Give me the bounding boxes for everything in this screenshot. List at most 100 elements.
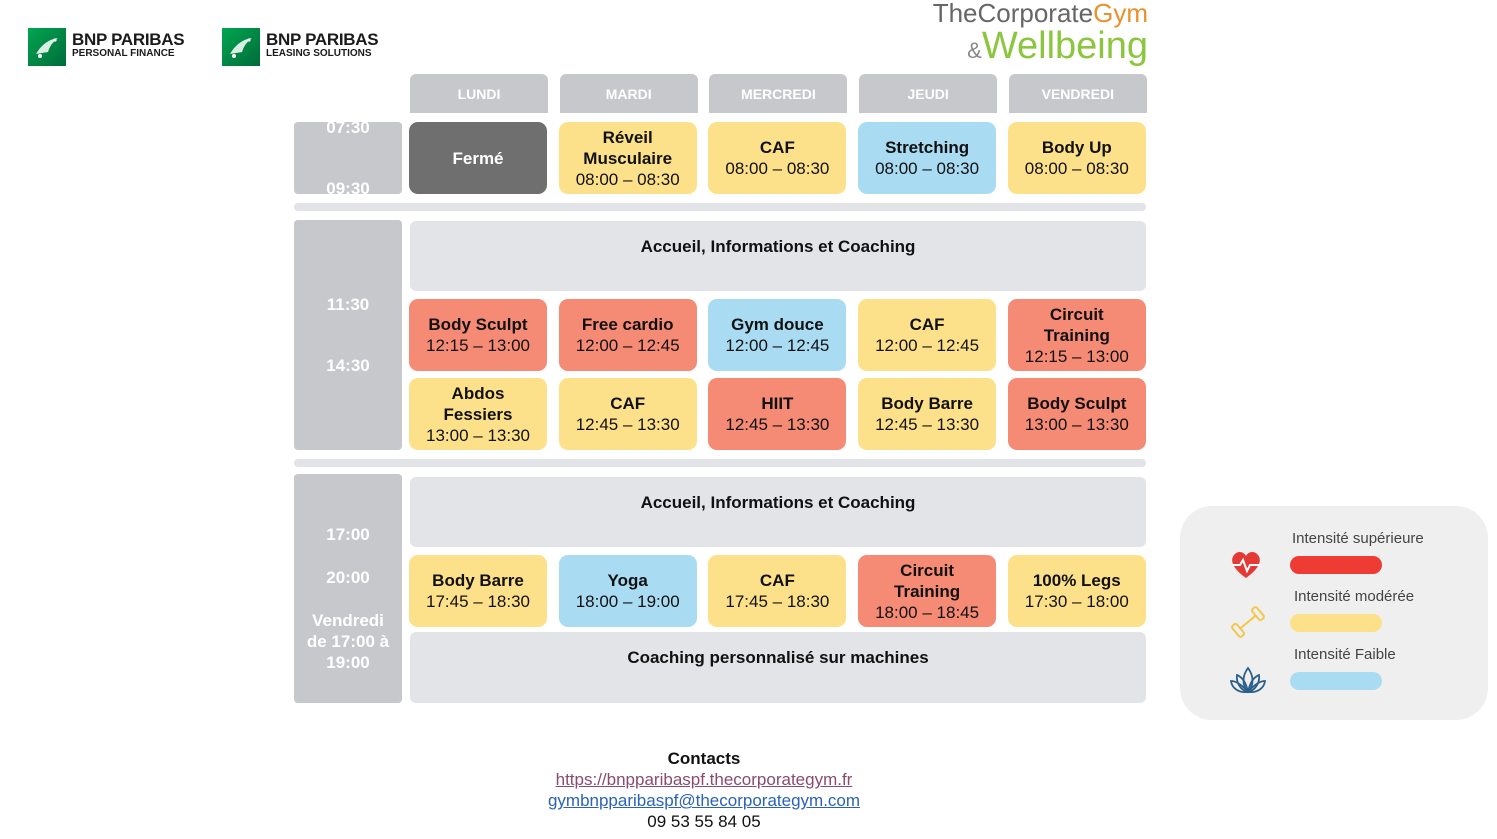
class-title: CAF	[759, 571, 795, 590]
contacts-title: Contacts	[667, 749, 741, 768]
class-time: 08:00 – 08:30	[725, 159, 830, 178]
class-title: Body Barre	[432, 571, 524, 590]
class-cell: CAF 08:00 – 08:30	[708, 122, 847, 194]
time-column: 17:00 20:00 Vendredi de 17:00 à 19:00	[294, 474, 402, 703]
legend-icon	[1228, 662, 1268, 703]
class-title: CAF	[610, 394, 646, 413]
class-title: Gym douce	[731, 315, 824, 334]
info-banner: Accueil, Informations et Coaching	[410, 477, 1146, 547]
time-label: 11:30	[326, 295, 370, 314]
class-cell: Body Barre 12:45 – 13:30	[858, 378, 997, 450]
legend-label: Intensité Faible	[1294, 646, 1396, 663]
class-time: 08:00 – 08:30	[875, 159, 980, 178]
day-header: MERCREDI	[709, 74, 848, 113]
legend-bar	[1290, 556, 1382, 574]
class-title: Yoga	[607, 571, 648, 590]
time-column: 07:30 09:30	[294, 118, 402, 198]
brand-line: &Wellbeing	[933, 26, 1148, 71]
time-label: 17:00	[326, 525, 370, 544]
class-cell: Circuit Training 12:15 – 13:00	[1007, 299, 1146, 371]
time-column: 11:30 14:30	[294, 220, 402, 450]
logo-sub: LEASING SOLUTIONS	[266, 48, 372, 59]
class-cell: 100% Legs 17:30 – 18:00	[1007, 555, 1146, 627]
brand-line: TheCorporateGym	[933, 0, 1148, 26]
logo-mark	[222, 28, 260, 66]
class-title: Circuit Training	[1043, 304, 1110, 345]
class-cell: CAF 12:45 – 13:30	[558, 378, 697, 450]
legend-icon	[1228, 546, 1264, 587]
class-time: 12:45 – 13:30	[575, 415, 680, 434]
day-header: JEUDI	[859, 74, 998, 113]
legend-label: Intensité supérieure	[1292, 530, 1424, 547]
lotus-icon	[1229, 666, 1267, 694]
separator	[294, 203, 1146, 211]
info-banner: Accueil, Informations et Coaching	[410, 221, 1146, 291]
class-cell: Stretching 08:00 – 08:30	[858, 122, 997, 194]
logo-text: BNP PARIBAS LEASING SOLUTIONS	[266, 30, 379, 61]
logo: BNP PARIBAS LEASING SOLUTIONS	[222, 28, 412, 66]
logo-star	[230, 38, 252, 58]
legend-bar	[1290, 672, 1382, 690]
class-title: Stretching	[885, 138, 970, 157]
separator	[294, 459, 1146, 467]
class-time: 12:45 – 13:30	[875, 415, 980, 434]
brand-text: &	[967, 38, 982, 63]
class-time: 12:15 – 13:00	[1024, 346, 1129, 366]
class-title: HIIT	[761, 394, 794, 413]
class-title: Fermé	[452, 148, 504, 168]
class-cell: CAF 12:00 – 12:45	[858, 299, 997, 371]
heart-icon	[1232, 552, 1260, 578]
class-title: 100% Legs	[1032, 571, 1121, 590]
time-label: 09:30	[326, 179, 370, 198]
class-cell: Free cardio 12:00 – 12:45	[558, 299, 697, 371]
class-title: Réveil Musculaire	[583, 127, 673, 168]
class-cell: Gym douce 12:00 – 12:45	[708, 299, 847, 371]
contact-phone: 09 53 55 84 05	[647, 812, 761, 831]
class-time: 12:00 – 12:45	[725, 336, 830, 355]
class-cell: Circuit Training 18:00 – 18:45	[858, 555, 997, 627]
time-label: Vendredi de 17:00 à 19:00	[306, 611, 390, 672]
class-cell: Abdos Fessiers 13:00 – 13:30	[409, 378, 547, 450]
brand: TheCorporateGym &Wellbeing	[933, 0, 1148, 71]
logo-sub: PERSONAL FINANCE	[72, 48, 175, 59]
day-header: VENDREDI	[1008, 74, 1147, 113]
class-time: 08:00 – 08:30	[1024, 159, 1129, 178]
contact-url[interactable]: https://bnpparibaspf.thecorporategym.fr	[555, 770, 853, 789]
brand-text: TheCorporate	[932, 0, 1094, 28]
class-time: 08:00 – 08:30	[575, 169, 680, 189]
class-time: 12:15 – 13:00	[426, 336, 530, 355]
class-cell: Fermé	[409, 122, 547, 194]
class-cell: Réveil Musculaire 08:00 – 08:30	[558, 122, 697, 194]
class-time: 13:00 – 13:30	[1024, 415, 1129, 434]
class-cell: Body Sculpt 13:00 – 13:30	[1007, 378, 1146, 450]
logo-star	[36, 38, 58, 58]
contacts: Contacts https://bnpparibaspf.thecorporat…	[454, 748, 954, 832]
class-cell: Body Up 08:00 – 08:30	[1007, 122, 1146, 194]
class-cell: HIIT 12:45 – 13:30	[708, 378, 847, 450]
class-cell: Yoga 18:00 – 19:00	[558, 555, 697, 627]
class-time: 13:00 – 13:30	[426, 425, 530, 445]
class-title: Circuit Training	[894, 560, 961, 601]
logo-text: BNP PARIBAS PERSONAL FINANCE	[72, 30, 185, 61]
class-time: 12:00 – 12:45	[575, 336, 680, 355]
day-header: LUNDI	[410, 74, 548, 113]
class-title: Body Up	[1041, 138, 1112, 157]
dumbbell-icon	[1231, 606, 1265, 638]
class-time: 17:45 – 18:30	[426, 592, 530, 611]
contact-email[interactable]: gymbnpparibaspf@thecorporategym.com	[547, 791, 861, 810]
day-header: MARDI	[559, 74, 698, 113]
logo: BNP PARIBAS PERSONAL FINANCE	[28, 28, 218, 66]
brand-text: Gym	[1093, 0, 1148, 28]
class-title: Body Sculpt	[428, 315, 528, 334]
time-label: 20:00	[326, 568, 370, 587]
logo-name: BNP PARIBAS	[266, 30, 379, 49]
legend-bar	[1290, 614, 1382, 632]
class-time: 12:45 – 13:30	[725, 415, 830, 434]
class-time: 17:45 – 18:30	[725, 592, 830, 611]
class-time: 18:00 – 19:00	[575, 592, 680, 611]
logo-name: BNP PARIBAS	[72, 30, 185, 49]
class-title: CAF	[909, 315, 945, 334]
class-time: 17:30 – 18:00	[1024, 592, 1129, 611]
legend-icon	[1228, 604, 1268, 645]
